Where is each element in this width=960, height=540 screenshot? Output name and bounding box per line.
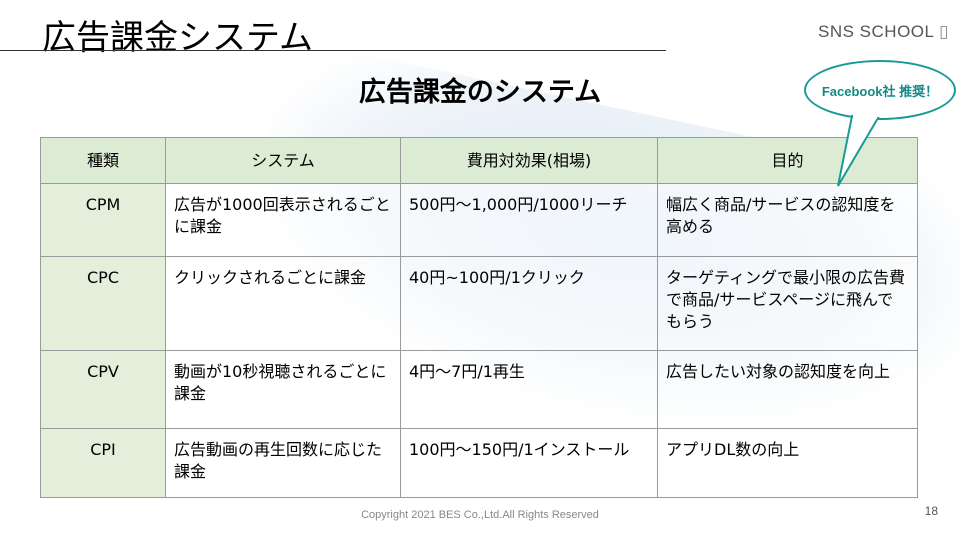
- cell-cost: 40円~100円/1クリック: [400, 256, 658, 351]
- cell-type: CPM: [40, 183, 166, 257]
- slide-subtitle: 広告課金のシステム: [358, 77, 602, 108]
- speech-bubble: Facebook社 推奨！: [804, 60, 956, 120]
- cell-system: 動画が10秒視聴されるごとに課金: [165, 350, 401, 429]
- table-row: CPM 広告が1000回表示されるごとに課金 500円～1,000円/1000リーチ…: [40, 183, 918, 257]
- table-header-row: 種類 システム 費用対効果(相場) 目的: [40, 137, 918, 184]
- cell-type: CPV: [40, 350, 166, 429]
- title-divider: [0, 50, 666, 51]
- cell-cost: 4円～7円/1再生: [400, 350, 658, 429]
- cell-purpose: アプリDL数の向上: [657, 428, 918, 498]
- cell-purpose: 幅広く商品/サービスの認知度を高める: [657, 183, 918, 257]
- copyright: Copyright 2021 BES Co.,Ltd.All Rights Re…: [361, 509, 599, 521]
- header-type: 種類: [40, 137, 166, 184]
- ad-billing-table: 種類 システム 費用対効果(相場) 目的 CPM 広告が1000回表示されるごとに…: [40, 137, 918, 498]
- page-number: 18: [924, 504, 938, 518]
- cell-purpose: ターゲティングで最小限の広告費で商品/サービスページに飛んでもらう: [657, 256, 918, 351]
- cell-purpose: 広告したい対象の認知度を向上: [657, 350, 918, 429]
- header-purpose: 目的: [657, 137, 918, 184]
- table-row: CPV 動画が10秒視聴されるごとに課金 4円～7円/1再生 広告したい対象の認知度を…: [40, 350, 918, 429]
- header-cost: 費用対効果(相場): [400, 137, 658, 184]
- table-row: CPC クリックされるごとに課金 40円~100円/1クリック ターゲティングで最小限…: [40, 256, 918, 351]
- logo: SNS SCHOOL ▯: [818, 22, 949, 41]
- cell-cost: 100円～150円/1インストール: [400, 428, 658, 498]
- cell-type: CPC: [40, 256, 166, 351]
- cell-system: 広告動画の再生回数に応じた課金: [165, 428, 401, 498]
- header-system: システム: [165, 137, 401, 184]
- cell-system: 広告が1000回表示されるごとに課金: [165, 183, 401, 257]
- slide-title: 広告課金システム: [42, 18, 313, 58]
- cell-type: CPI: [40, 428, 166, 498]
- table-row: CPI 広告動画の再生回数に応じた課金 100円～150円/1インストール アプリDL…: [40, 428, 918, 498]
